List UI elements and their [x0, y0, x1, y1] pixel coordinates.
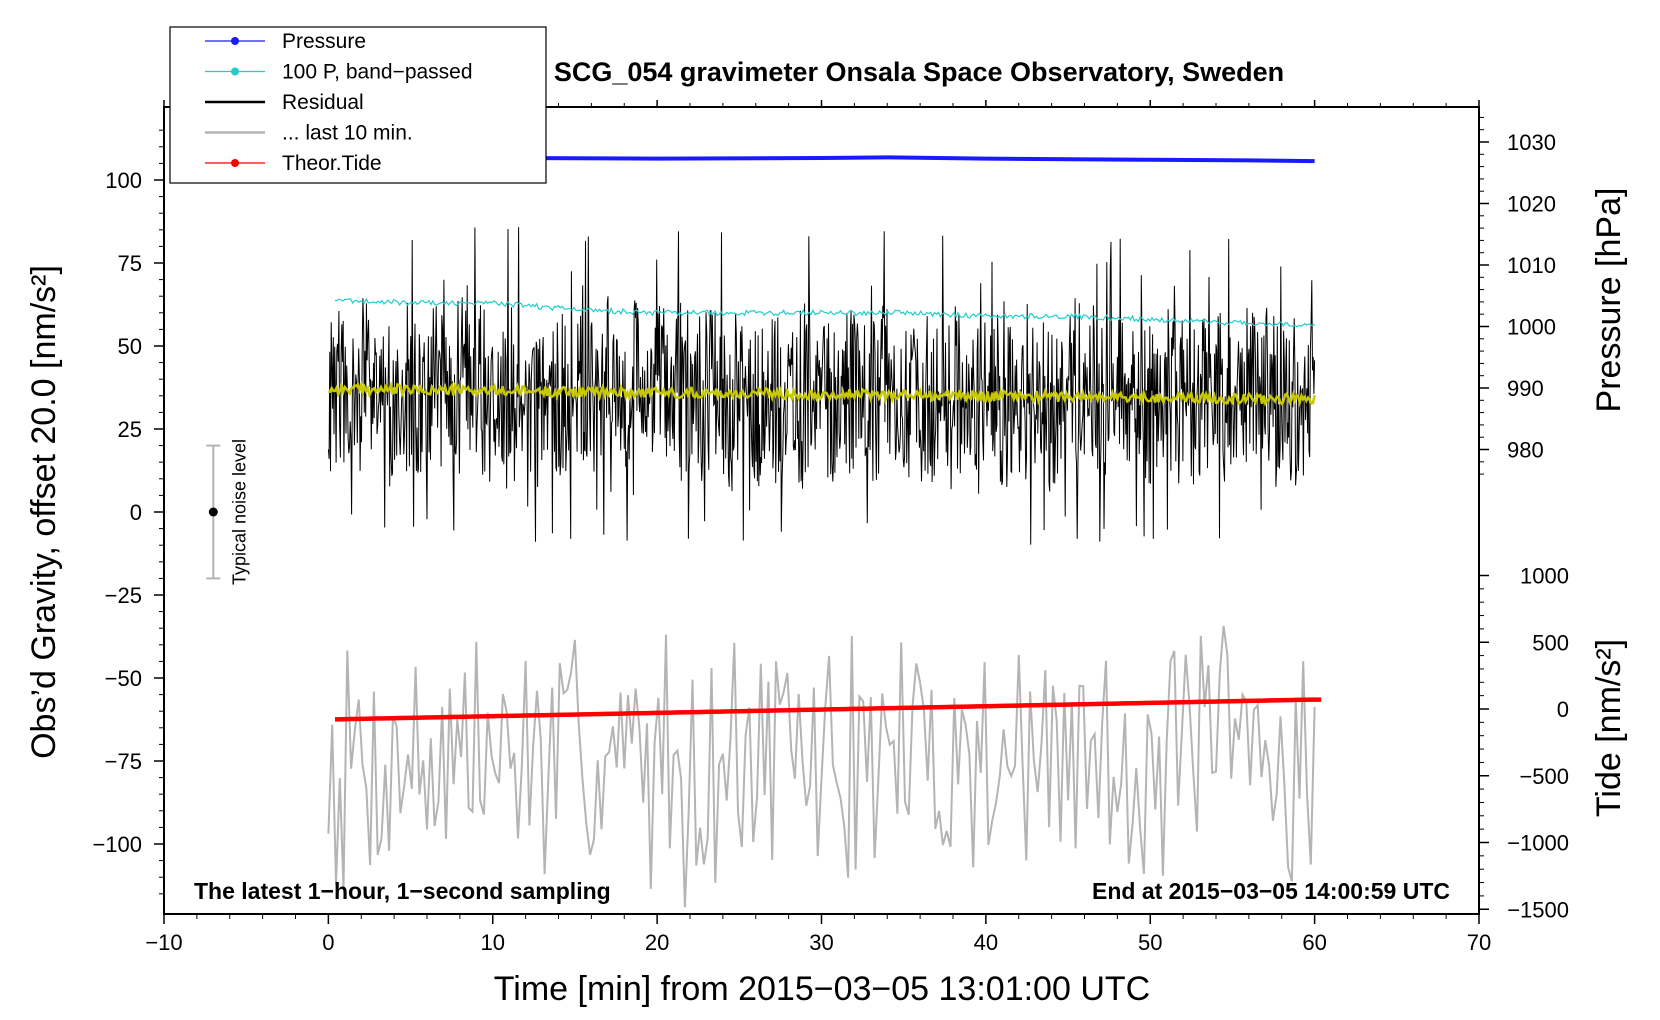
bandpassed-pressure-line [334, 297, 1315, 328]
tide-tick-label: −500 [1519, 764, 1569, 789]
x-tick-label: 20 [645, 930, 669, 955]
x-tick-label: 40 [974, 930, 998, 955]
y-left-tick-label: 100 [105, 168, 142, 193]
tide-tick-label: 0 [1557, 697, 1569, 722]
footer-right: End at 2015−03−05 14:00:59 UTC [1092, 878, 1450, 904]
y-left-tick-label: −75 [105, 749, 142, 774]
last-10-min-line [327, 625, 1316, 908]
x-axis-title: Time [min] from 2015−03−05 13:01:00 UTC [494, 970, 1150, 1008]
y-left-tick-label: 50 [118, 334, 142, 359]
residual-smoothed-line [328, 379, 1316, 408]
x-tick-label: 70 [1467, 930, 1491, 955]
pressure-tick-label: 990 [1507, 376, 1544, 401]
pressure-tick-label: 1010 [1507, 253, 1556, 278]
legend-label: Residual [282, 91, 364, 114]
legend-label: Pressure [282, 30, 366, 53]
tide-tick-label: 1000 [1520, 564, 1569, 589]
theoretical-tide-line [334, 697, 1322, 722]
y-axis-title-pressure: Pressure [hPa] [1590, 188, 1628, 413]
y-left-tick-label: −25 [105, 583, 142, 608]
legend-box [169, 26, 547, 184]
pressure-tick-label: 1020 [1507, 192, 1556, 217]
noise-center-dot [208, 507, 218, 517]
y-left-tick-label: 0 [130, 500, 142, 525]
x-tick-label: 60 [1302, 930, 1326, 955]
legend-marker [231, 159, 239, 167]
tide-tick-label: −1000 [1507, 831, 1569, 856]
residual-line [327, 227, 1316, 545]
x-tick-label: 30 [809, 930, 833, 955]
pressure-tick-label: 1030 [1507, 130, 1556, 155]
pressure-tick-label: 980 [1507, 438, 1544, 463]
legend-label: Theor.Tide [282, 152, 382, 175]
legend-marker [231, 67, 239, 76]
x-tick-label: 10 [481, 930, 505, 955]
noise-level-label: Typical noise level [229, 439, 249, 585]
x-tick-label: 50 [1138, 930, 1162, 955]
chart-title: SCG_054 gravimeter Onsala Space Observat… [554, 57, 1284, 87]
x-tick-label: −10 [145, 930, 182, 955]
legend-label: ... last 10 min. [282, 122, 413, 145]
y-axis-title-left: Obs’d Gravity, offset 20.0 [nm/s²] [25, 265, 63, 759]
pressure-line [328, 155, 1315, 164]
legend-marker [231, 37, 239, 45]
y-left-tick-label: −50 [105, 666, 142, 691]
y-left-tick-label: 75 [118, 251, 142, 276]
legend-label: 100 P, band−passed [282, 61, 473, 84]
tide-tick-label: 500 [1532, 630, 1569, 655]
y-left-tick-label: −100 [92, 832, 142, 857]
x-tick-label: 0 [322, 930, 334, 955]
y-axis-title-tide: Tide [nm/s²] [1590, 639, 1628, 817]
y-left-tick-label: 25 [118, 417, 142, 442]
footer-left: The latest 1−hour, 1−second sampling [194, 878, 611, 904]
tide-tick-label: −1500 [1507, 897, 1569, 922]
pressure-tick-label: 1000 [1507, 315, 1556, 340]
